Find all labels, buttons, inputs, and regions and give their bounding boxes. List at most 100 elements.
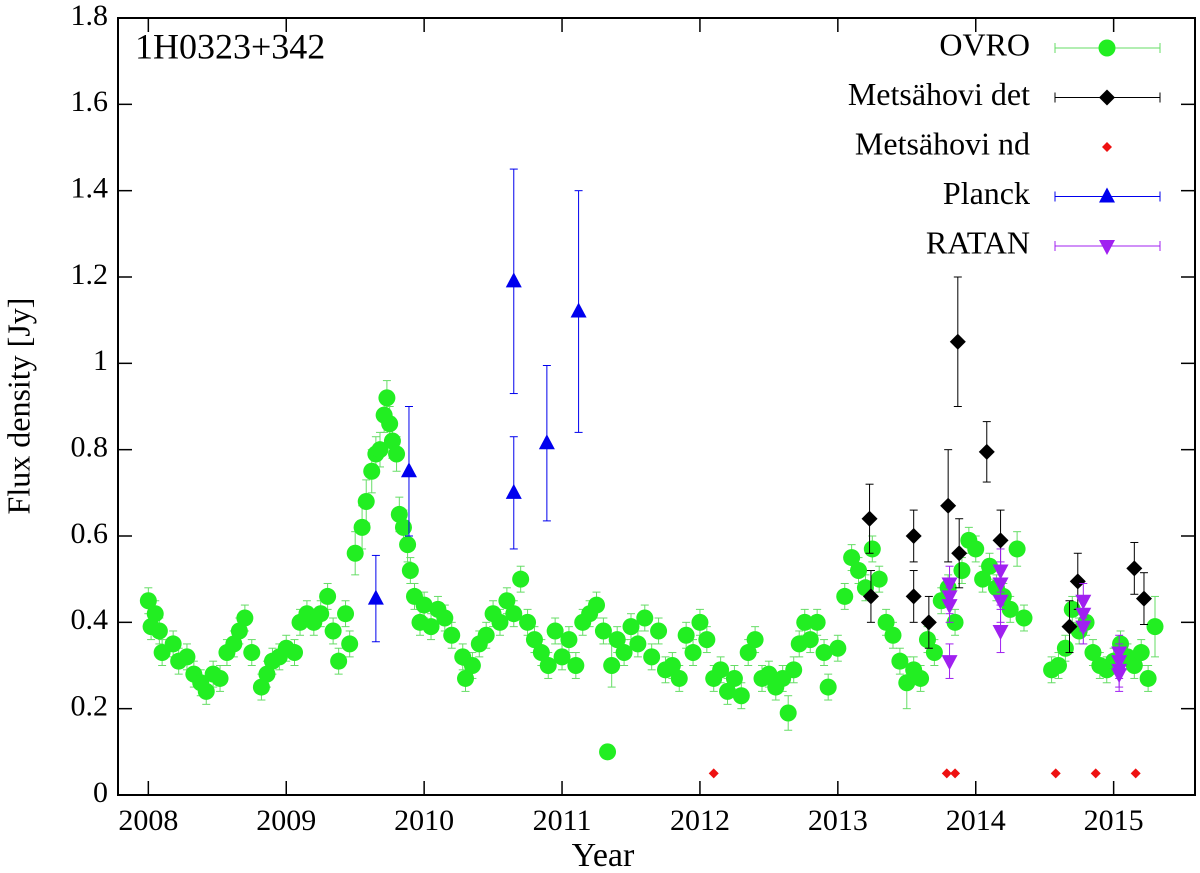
ovro-point <box>891 652 909 670</box>
ovro-point <box>981 557 999 575</box>
triangle-down-point <box>1075 620 1092 636</box>
ovro-point <box>477 626 495 644</box>
ovro-point <box>974 570 992 588</box>
diamond-point <box>905 528 922 544</box>
ovro-point <box>918 631 936 649</box>
ovro-point <box>341 635 359 653</box>
ovro-point <box>877 613 895 631</box>
x-tick-label: 2010 <box>394 804 454 837</box>
ovro-point <box>836 587 854 605</box>
small-diamond-point <box>941 768 952 779</box>
legend-label: Planck <box>943 175 1030 211</box>
ovro-point <box>532 644 550 662</box>
ovro-point <box>785 661 803 679</box>
ovro-point <box>691 613 709 631</box>
triangle-down-point <box>1111 646 1128 662</box>
ovro-point <box>808 613 826 631</box>
ovro-point <box>319 587 337 605</box>
legend-label: RATAN <box>926 224 1030 260</box>
diamond-point <box>992 532 1009 549</box>
small-diamond-point <box>1090 768 1101 779</box>
ovro-point <box>760 665 778 683</box>
diamond-point <box>949 333 966 350</box>
triangle-point <box>538 434 555 450</box>
ovro-point <box>1146 618 1164 636</box>
ovro-point <box>594 622 612 640</box>
diamond-point <box>861 510 878 527</box>
small-diamond-point <box>1050 768 1061 779</box>
ovro-point <box>599 743 617 761</box>
ovro-point <box>546 622 564 640</box>
triangle-point <box>367 589 384 605</box>
ovro-point <box>378 389 396 407</box>
ovro-point <box>330 652 348 670</box>
ovro-point <box>337 605 355 623</box>
ovro-point <box>801 631 819 649</box>
x-tick-label: 2015 <box>1084 804 1144 837</box>
ovro-point <box>230 622 248 640</box>
annotation: 1H0323+342 <box>135 26 325 66</box>
ovro-point <box>898 674 916 692</box>
ovro-point <box>1139 669 1157 687</box>
ovro-point <box>197 682 215 700</box>
legend-marker <box>1099 187 1115 203</box>
triangle-down-point <box>941 577 958 593</box>
ovro-point <box>719 682 737 700</box>
series <box>861 276 1152 654</box>
x-tick-label: 2009 <box>256 804 316 837</box>
y-tick-label: 0.2 <box>71 690 109 723</box>
ovro-point <box>953 562 971 580</box>
ovro-point <box>505 605 523 623</box>
ovro-point <box>712 661 730 679</box>
ovro-point <box>1084 644 1102 662</box>
ovro-point <box>884 626 902 644</box>
ovro-point <box>401 562 419 580</box>
ovro-point <box>211 669 229 687</box>
ovro-point <box>258 665 276 683</box>
ovro-point <box>643 648 661 666</box>
diamond-point <box>978 443 995 460</box>
ovro-point <box>243 644 261 662</box>
legend-marker <box>1098 39 1116 57</box>
ovro-point <box>457 669 475 687</box>
ovro-point <box>829 639 847 657</box>
ovro-point <box>553 648 571 666</box>
ovro-point <box>567 657 585 674</box>
ovro-point <box>236 609 254 627</box>
diamond-point <box>1061 618 1078 635</box>
series <box>708 768 1141 779</box>
small-diamond-point <box>1130 768 1141 779</box>
y-tick-label: 0 <box>93 776 108 809</box>
ovro-point <box>324 622 342 640</box>
ovro-point <box>371 441 389 459</box>
ovro-point <box>390 505 408 523</box>
y-axis-label: Flux density [Jy] <box>0 298 36 515</box>
ovro-point <box>1001 600 1019 618</box>
ovro-point <box>1063 600 1081 618</box>
triangle-point <box>400 462 417 478</box>
ovro-point <box>1132 644 1150 662</box>
legend-label: OVRO <box>939 26 1030 62</box>
triangle-down-point <box>1075 594 1092 610</box>
triangle-down-point <box>992 624 1009 640</box>
ovro-point <box>1015 609 1033 627</box>
ovro-point <box>539 657 557 674</box>
y-tick-label: 1 <box>93 344 108 377</box>
triangle-down-point <box>941 599 958 615</box>
x-tick-label: 2012 <box>670 804 730 837</box>
ovro-point <box>394 518 412 536</box>
ovro-point <box>346 544 364 562</box>
ovro-point <box>363 462 381 480</box>
ovro-point <box>603 657 621 674</box>
plot-frame <box>117 17 1196 796</box>
ovro-point <box>1125 657 1143 674</box>
ovro-point <box>353 518 371 536</box>
small-diamond-point <box>708 768 719 779</box>
triangle-point <box>505 272 522 288</box>
legend-marker <box>1099 240 1115 255</box>
ovro-point <box>525 631 543 649</box>
triangle-down-point <box>992 564 1009 580</box>
y-tick-label: 0.4 <box>71 603 109 636</box>
ovro-point <box>677 626 695 644</box>
